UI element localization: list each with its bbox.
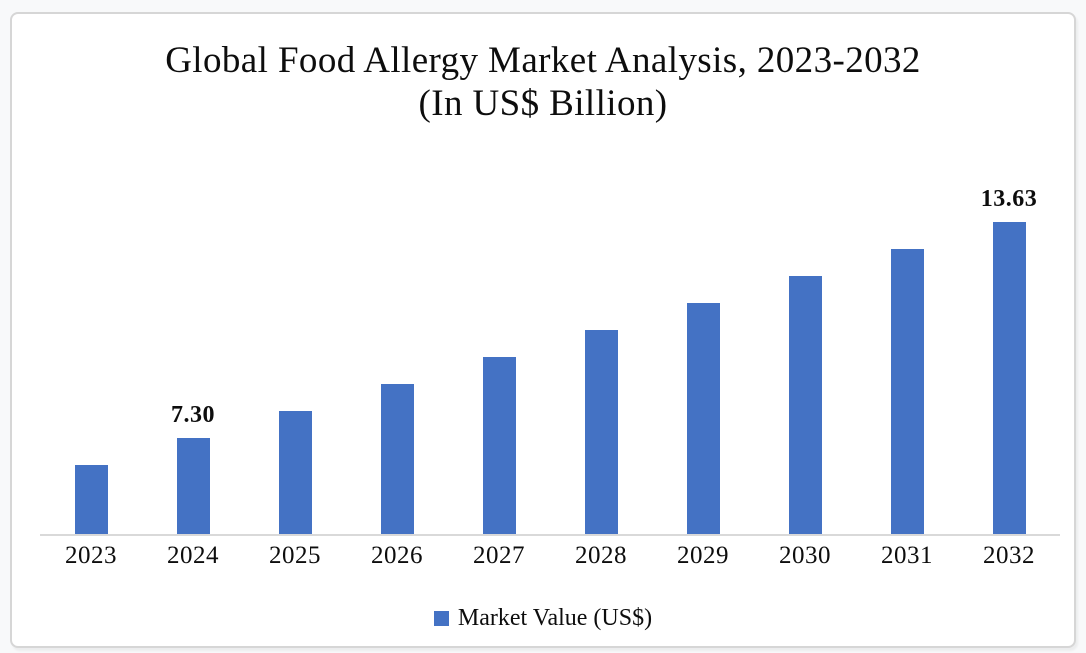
bar-2023	[74, 465, 108, 534]
bar-2030	[788, 276, 822, 534]
bar-2024	[176, 438, 210, 534]
x-axis-label-2023: 2023	[65, 542, 117, 569]
x-axis-labels: 2023 2024 2025 2026 2027 2028 2029 2030 2031 2032	[40, 542, 1060, 570]
chart-title-line2: (In US$ Billion)	[418, 82, 668, 124]
x-axis-label-2030: 2030	[779, 542, 831, 569]
bar-2027	[482, 357, 516, 534]
bar-slot-2027	[448, 182, 550, 534]
bar-slot-2029	[652, 182, 754, 534]
legend-label: Market Value (US$)	[457, 605, 653, 631]
bar-slot-2032: 13.63	[958, 182, 1060, 534]
x-axis-label-2028: 2028	[575, 542, 627, 569]
x-axis-label-2026: 2026	[371, 542, 423, 569]
bar-slot-2028	[550, 182, 652, 534]
bar-2025	[278, 411, 312, 534]
chart-title: Global Food Allergy Market Analysis, 202…	[12, 40, 1074, 126]
bar-2026	[380, 384, 414, 534]
bar-slot-2031	[856, 182, 958, 534]
bar-2029	[686, 303, 720, 534]
chart-card: Global Food Allergy Market Analysis, 202…	[10, 12, 1076, 648]
chart-title-line1: Global Food Allergy Market Analysis, 202…	[165, 40, 921, 81]
bar-slot-2030	[754, 182, 856, 534]
plot-area: 7.30 13.63	[40, 182, 1060, 534]
x-axis-label-2024: 2024	[167, 542, 219, 569]
x-axis-label-2031: 2031	[881, 542, 933, 569]
x-axis-label-2027: 2027	[473, 542, 525, 569]
legend-swatch-icon	[433, 611, 449, 626]
bar-slot-2023	[40, 182, 142, 534]
data-label-2032: 13.63	[980, 186, 1038, 212]
x-axis-line	[40, 534, 1060, 536]
bar-slot-2024: 7.30	[142, 182, 244, 534]
bar-2031	[890, 249, 924, 534]
x-axis-label-2029: 2029	[677, 542, 729, 569]
data-label-2024: 7.30	[171, 402, 215, 428]
bar-2028	[584, 330, 618, 534]
x-axis-label-2025: 2025	[269, 542, 321, 569]
bar-slot-2025	[244, 182, 346, 534]
bar-slot-2026	[346, 182, 448, 534]
legend: Market Value (US$)	[12, 605, 1074, 632]
x-axis-label-2032: 2032	[983, 542, 1035, 569]
bar-2032	[992, 222, 1026, 534]
